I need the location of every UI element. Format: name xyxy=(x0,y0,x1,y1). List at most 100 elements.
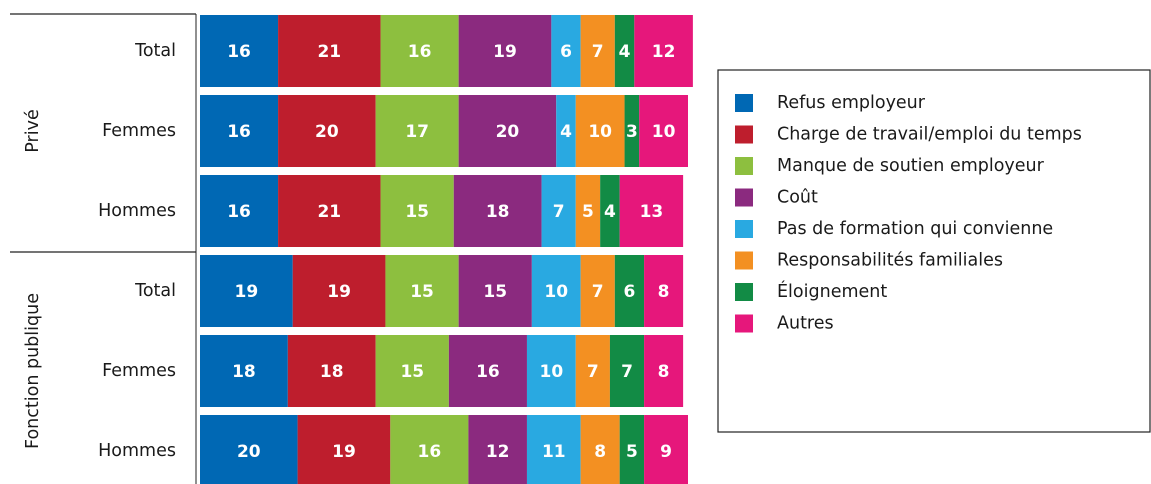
legend-label: Coût xyxy=(777,188,818,208)
bar-segment xyxy=(380,15,459,87)
value-label: 8 xyxy=(658,282,670,302)
bar-segment xyxy=(200,175,279,247)
bar-segment xyxy=(609,335,645,407)
value-label: 18 xyxy=(486,202,510,222)
bar-segment xyxy=(634,15,693,87)
bar-segment xyxy=(580,15,615,87)
value-label: 10 xyxy=(544,282,568,302)
legend-swatch xyxy=(735,283,753,301)
legend-label: Autres xyxy=(777,314,834,334)
value-label: 17 xyxy=(405,122,429,142)
bar-segment xyxy=(287,335,376,407)
value-label: 19 xyxy=(235,282,259,302)
bar-segment xyxy=(619,415,645,484)
bar-segment xyxy=(614,15,635,87)
bar-segment xyxy=(390,415,469,484)
value-label: 19 xyxy=(493,42,517,62)
bar-segment xyxy=(541,175,576,247)
legend-label: Refus employeur xyxy=(777,93,926,113)
y-tick-label: Femmes xyxy=(102,121,176,141)
bar-segment xyxy=(614,255,645,327)
bar-segment xyxy=(526,335,576,407)
bar-segment xyxy=(580,415,620,484)
legend-label: Charge de travail/emploi du temps xyxy=(777,125,1082,145)
bar-segment xyxy=(644,255,684,327)
value-label: 4 xyxy=(604,202,616,222)
bar-segment xyxy=(556,95,576,167)
value-label: 7 xyxy=(621,362,633,382)
value-label: 4 xyxy=(560,122,572,142)
bar-segment xyxy=(575,175,601,247)
legend-swatch xyxy=(735,251,753,270)
value-label: 6 xyxy=(624,282,636,302)
bar-segment xyxy=(575,95,625,167)
bar-segment xyxy=(200,15,279,87)
value-label: 15 xyxy=(483,282,507,302)
group-label: Fonction publique xyxy=(23,293,43,449)
bar-segment xyxy=(551,15,581,87)
value-label: 10 xyxy=(588,122,612,142)
legend-swatch xyxy=(735,125,753,144)
bar-segment xyxy=(458,95,557,167)
bar-segment xyxy=(600,175,620,247)
bar-segment xyxy=(619,175,684,247)
bar-segment xyxy=(278,15,381,87)
group-label: Privé xyxy=(23,109,43,152)
value-label: 5 xyxy=(582,202,594,222)
y-tick-label: Hommes xyxy=(98,201,176,221)
legend-swatch xyxy=(735,188,753,207)
bar-segment xyxy=(375,95,459,167)
value-label: 9 xyxy=(660,442,672,462)
value-label: 7 xyxy=(592,282,604,302)
bar-segment xyxy=(644,335,684,407)
legend-box xyxy=(717,69,1151,433)
value-label: 19 xyxy=(327,282,351,302)
value-label: 21 xyxy=(317,42,341,62)
value-label: 15 xyxy=(410,282,434,302)
bar-segment xyxy=(639,95,688,167)
value-label: 11 xyxy=(542,442,566,462)
value-label: 19 xyxy=(332,442,356,462)
value-label: 12 xyxy=(652,42,676,62)
value-label: 20 xyxy=(237,442,261,462)
legend-label: Responsabilités familiales xyxy=(777,251,1003,271)
value-label: 7 xyxy=(587,362,599,382)
y-tick-label: Total xyxy=(134,281,176,301)
bar-segment xyxy=(278,175,381,247)
bar-segment xyxy=(453,175,542,247)
legend-swatch xyxy=(735,220,753,238)
bar-segment xyxy=(526,415,581,484)
bar-segment xyxy=(375,335,449,407)
bar-segment xyxy=(644,415,688,484)
bar-segment xyxy=(624,95,640,167)
bar-segment xyxy=(200,335,288,407)
value-label: 16 xyxy=(408,42,432,62)
value-label: 8 xyxy=(658,362,670,382)
bar-segment xyxy=(278,95,376,167)
value-label: 18 xyxy=(232,362,256,382)
value-label: 10 xyxy=(540,362,564,382)
value-label: 10 xyxy=(652,122,676,142)
bar-segment xyxy=(200,415,298,484)
value-label: 21 xyxy=(317,202,341,222)
value-label: 15 xyxy=(405,202,429,222)
bar-segment xyxy=(292,255,386,327)
bar-segment xyxy=(458,255,532,327)
bar-segment xyxy=(200,255,293,327)
bar-segment xyxy=(385,255,459,327)
bar-segment xyxy=(468,415,527,484)
value-label: 3 xyxy=(626,122,638,142)
bar-segment xyxy=(380,175,454,247)
bar-segment xyxy=(575,335,610,407)
value-label: 6 xyxy=(560,42,572,62)
value-label: 4 xyxy=(619,42,631,62)
value-label: 15 xyxy=(400,362,424,382)
value-label: 16 xyxy=(476,362,500,382)
bar-segment xyxy=(580,255,615,327)
legend-label: Pas de formation qui convienne xyxy=(777,219,1053,239)
value-label: 7 xyxy=(592,42,604,62)
value-label: 16 xyxy=(227,202,251,222)
legend-swatch xyxy=(735,157,753,175)
bar-segment xyxy=(458,15,552,87)
y-tick-label: Hommes xyxy=(98,441,176,461)
